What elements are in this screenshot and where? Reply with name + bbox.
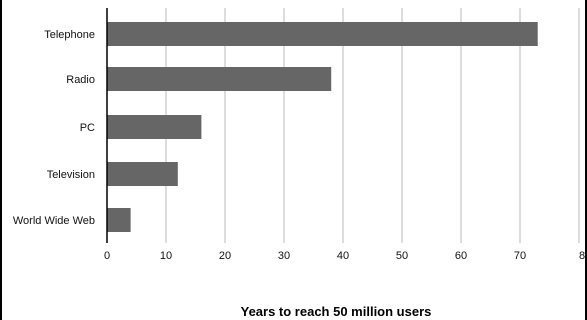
x-tick-label: 0 <box>104 250 110 262</box>
x-tick-label: 80 <box>579 250 587 262</box>
category-label: Radio <box>66 74 95 86</box>
bar-pc <box>107 115 202 139</box>
category-label: Television <box>47 169 95 181</box>
bar-telephone <box>107 22 538 46</box>
bar-radio <box>107 67 332 91</box>
x-tick-label: 50 <box>396 250 408 262</box>
x-tick-label: 20 <box>219 250 231 262</box>
x-tick-labels: 0 10 20 30 40 50 60 70 80 <box>104 250 587 262</box>
chart-title: Years to reach 50 million users <box>241 304 432 319</box>
x-tick-label: 30 <box>278 250 290 262</box>
category-label: Telephone <box>44 29 95 41</box>
bar-world-wide-web <box>107 208 131 232</box>
x-tick-label: 60 <box>455 250 467 262</box>
x-tick-label: 70 <box>514 250 526 262</box>
category-labels: Telephone Radio PC Television World Wide Web <box>13 29 95 227</box>
gridlines <box>165 8 580 243</box>
x-tick-label: 40 <box>337 250 349 262</box>
category-label: World Wide Web <box>13 215 95 227</box>
bars <box>107 22 538 232</box>
category-label: PC <box>80 122 95 134</box>
x-tick-label: 10 <box>160 250 172 262</box>
bar-television <box>107 162 178 186</box>
